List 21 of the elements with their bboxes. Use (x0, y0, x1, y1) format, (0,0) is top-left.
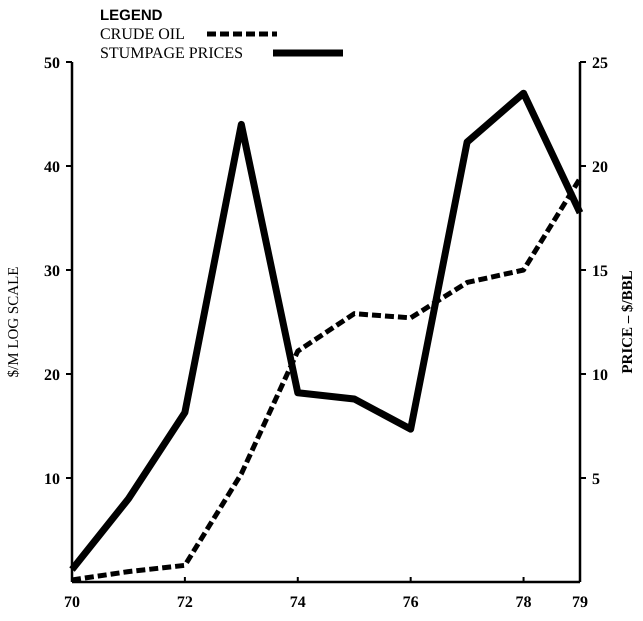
y2-tick-label: 25 (592, 55, 608, 72)
y2-axis-title: PRICE – $/BBL (620, 270, 636, 374)
x-tick-label: 74 (290, 594, 306, 611)
y-tick-label: 30 (44, 263, 60, 280)
legend-label: STUMPAGE PRICES (100, 45, 244, 62)
x-tick-label: 79 (572, 594, 588, 611)
y-tick-label: 40 (44, 159, 60, 176)
legend-title: LEGEND (100, 7, 163, 24)
y-tick-label: 50 (44, 55, 60, 72)
x-tick-label: 78 (516, 594, 532, 611)
x-tick-label: 72 (176, 594, 193, 611)
y-axis-title: $/M LOG SCALE (6, 266, 22, 378)
y2-tick-label: 15 (592, 263, 608, 280)
x-tick-label: 76 (402, 594, 419, 611)
legend-label: CRUDE OIL (100, 26, 185, 43)
x-tick-label: 70 (64, 594, 80, 611)
y-tick-label: 20 (44, 367, 60, 384)
y2-tick-label: 20 (592, 159, 608, 176)
y2-tick-label: 5 (592, 471, 600, 488)
y-tick-label: 10 (44, 471, 60, 488)
y2-tick-label: 10 (592, 367, 608, 384)
